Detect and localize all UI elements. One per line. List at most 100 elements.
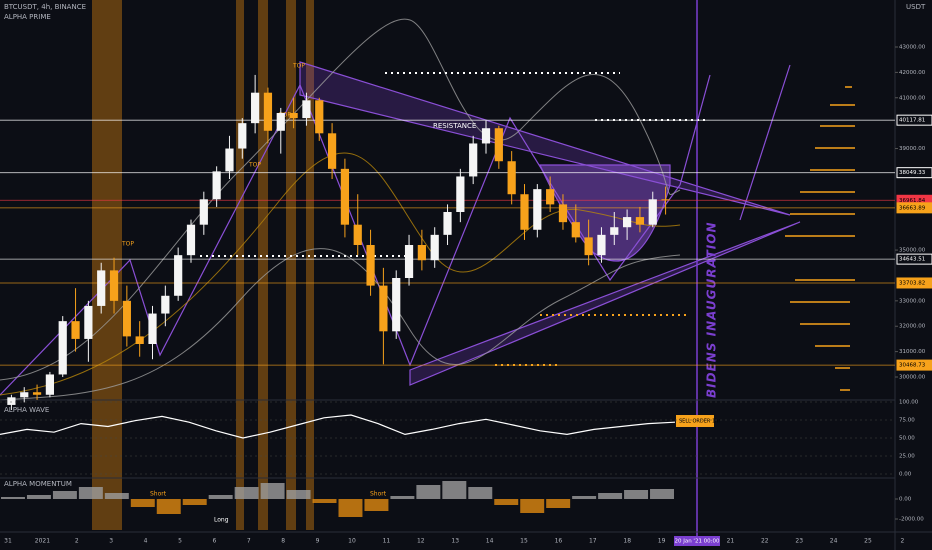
candle-body bbox=[417, 245, 426, 261]
price-level-label: 38049.33 bbox=[899, 170, 926, 176]
momentum-bar bbox=[286, 490, 311, 499]
momentum-bar bbox=[650, 489, 674, 499]
y-tick-label: 42000.00 bbox=[899, 70, 926, 76]
wave-tick-label: 50.00 bbox=[899, 436, 915, 442]
candle-body bbox=[32, 392, 42, 395]
price-level-box bbox=[896, 253, 932, 265]
candle-body bbox=[481, 128, 491, 144]
momentum-bar bbox=[182, 499, 207, 505]
candle-body bbox=[404, 245, 414, 278]
x-tick-label: 9 bbox=[316, 538, 320, 545]
wave-line bbox=[0, 414, 676, 439]
wave-title: ALPHA WAVE bbox=[4, 406, 49, 414]
x-tick-label: 18 bbox=[623, 538, 631, 545]
y-tick-label: 35000.00 bbox=[899, 248, 926, 254]
candle-body bbox=[302, 100, 311, 119]
wave-tick-label: 25.00 bbox=[899, 454, 915, 460]
x-tick-label: 2 bbox=[75, 538, 79, 545]
candle-body bbox=[109, 270, 119, 301]
candle-body bbox=[251, 92, 260, 124]
candle-body bbox=[494, 128, 503, 162]
x-tick-label: 22 bbox=[761, 538, 769, 545]
x-tick-label: 2 bbox=[900, 538, 904, 545]
momentum-bar bbox=[130, 499, 155, 507]
momentum-bar bbox=[78, 487, 103, 499]
x-tick-label: 11 bbox=[383, 538, 391, 545]
candle-body bbox=[546, 189, 555, 205]
triangle-lines bbox=[0, 61, 801, 396]
candle-body bbox=[327, 133, 337, 169]
x-tick-label: 4 bbox=[144, 538, 148, 545]
price-level-label: 33703.82 bbox=[899, 280, 925, 286]
candle-body bbox=[148, 313, 157, 344]
candle-body bbox=[635, 217, 645, 225]
momentum-bar bbox=[390, 496, 415, 499]
candle-body bbox=[122, 300, 131, 337]
x-tick-label: 20 Jan '21 00:00 bbox=[674, 539, 720, 545]
momentum-bar bbox=[546, 499, 571, 508]
candle-body bbox=[186, 224, 196, 256]
candle-body bbox=[379, 285, 388, 332]
price-level-box bbox=[896, 359, 932, 371]
short-label: Short bbox=[150, 491, 167, 498]
x-tick-label: 12 bbox=[417, 538, 425, 545]
candle-body bbox=[533, 189, 542, 230]
momentum-tick-label: 0.00 bbox=[899, 497, 912, 503]
top-label: TOP bbox=[292, 63, 305, 70]
momentum-bar bbox=[416, 485, 441, 499]
candle-body bbox=[238, 123, 247, 149]
x-tick-label: 3 bbox=[109, 538, 113, 545]
candle-body bbox=[97, 270, 106, 306]
candle-body bbox=[20, 392, 29, 398]
wave-tick-label: 100.00 bbox=[899, 400, 919, 406]
x-tick-label: 7 bbox=[247, 538, 251, 545]
x-tick-label: 19 bbox=[658, 538, 666, 545]
candle-body bbox=[456, 176, 465, 212]
momentum-bar bbox=[494, 499, 519, 505]
momentum-tick-label: -2000.00 bbox=[899, 517, 924, 523]
resistance-label: RESISTANCE bbox=[433, 122, 476, 130]
momentum-bar bbox=[52, 491, 77, 499]
y-tick-label: 33000.00 bbox=[899, 298, 926, 304]
x-tick-label: 17 bbox=[589, 538, 597, 545]
price-level-box bbox=[896, 114, 932, 126]
x-tick-label: 15 bbox=[520, 538, 528, 545]
candle-body bbox=[199, 199, 208, 225]
x-tick-label: 13 bbox=[451, 538, 459, 545]
long-label: Long bbox=[214, 517, 229, 524]
momentum-bar bbox=[598, 493, 623, 499]
price-level-label: 30468.73 bbox=[899, 363, 926, 369]
momentum-bar bbox=[468, 487, 493, 499]
candle-body bbox=[648, 199, 657, 225]
y-tick-label: 43000.00 bbox=[899, 45, 926, 51]
short-label: Short bbox=[370, 491, 387, 498]
momentum-bar bbox=[364, 499, 389, 511]
candle-body bbox=[520, 194, 529, 230]
candle-body bbox=[623, 217, 632, 228]
candle-body bbox=[315, 100, 324, 134]
top-label: TOP bbox=[248, 162, 261, 169]
candle-body bbox=[661, 199, 670, 201]
price-level-label: 34643.51 bbox=[899, 257, 925, 263]
candle-body bbox=[71, 321, 80, 339]
event-label: BIDENS INAUGURATION bbox=[705, 222, 719, 399]
momentum-bar bbox=[1, 497, 25, 499]
candle-body bbox=[174, 255, 183, 296]
candle-body bbox=[392, 278, 401, 332]
y-tick-label: 39000.00 bbox=[899, 146, 926, 152]
candle-body bbox=[161, 295, 170, 314]
x-tick-label: 5 bbox=[178, 538, 182, 545]
sell-label: SELL ORDER 1hr bbox=[679, 419, 721, 425]
candle-body bbox=[443, 212, 452, 235]
sell-box bbox=[676, 415, 714, 427]
momentum-bar bbox=[208, 495, 233, 499]
momentum-bar bbox=[260, 483, 285, 499]
cursor-date-box bbox=[674, 536, 720, 546]
price-level-box bbox=[896, 167, 932, 179]
currency: USDT bbox=[906, 3, 926, 11]
candle-body bbox=[84, 305, 93, 339]
candle-body bbox=[263, 92, 273, 131]
x-tick-label: 21 bbox=[727, 538, 735, 545]
wave-tick-label: 0.00 bbox=[899, 472, 912, 478]
